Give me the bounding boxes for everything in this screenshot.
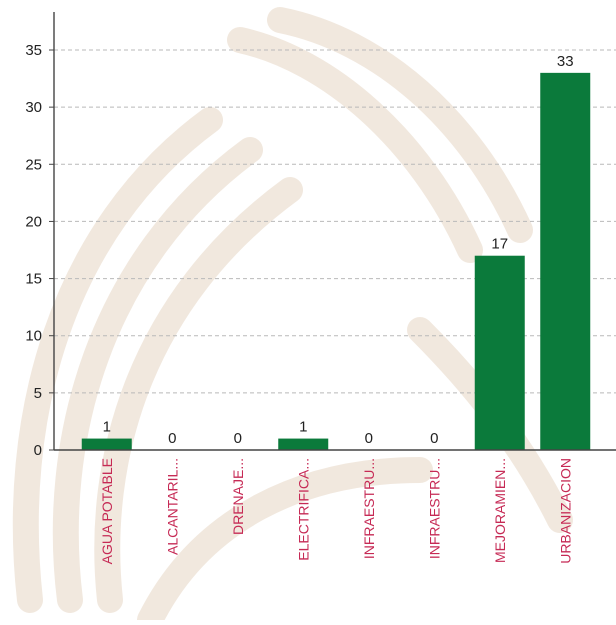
gridlines: [54, 49, 616, 394]
watermark-stroke-3: [227, 27, 483, 263]
x-tick-label-7: URBANIZACION: [557, 458, 573, 564]
data-label-4: 0: [365, 430, 373, 447]
bar-7: [540, 72, 591, 450]
bars: [81, 72, 591, 450]
watermark-stroke-5: [137, 457, 433, 625]
bar-0: [81, 438, 132, 450]
data-label-5: 0: [430, 430, 438, 447]
watermark-stroke-1: [52, 137, 263, 613]
x-tick-label-1: ALCANTARIL...: [164, 458, 180, 555]
x-axis-category-labels: AGUA POTABLE ALCANTARIL... DRENAJE... ELECT…: [99, 458, 574, 564]
x-tick-label-6: MEJORAMIEN...: [492, 458, 508, 563]
y-tick-label-5: 5: [34, 385, 42, 402]
data-label-2: 0: [234, 430, 242, 447]
data-label-0: 1: [103, 419, 111, 436]
data-labels: 1 0 0 1 0 0 17 33: [103, 53, 574, 447]
axes: [53, 12, 616, 451]
y-tick-label-35: 35: [25, 42, 42, 59]
watermark-stroke-0: [12, 107, 223, 613]
bar-3: [278, 438, 329, 450]
data-label-7: 33: [557, 53, 574, 70]
data-label-3: 1: [299, 419, 307, 436]
watermark-stroke-2: [94, 177, 303, 613]
data-label-6: 17: [491, 236, 508, 253]
background-watermark: [12, 7, 573, 625]
bar-6: [474, 255, 525, 450]
y-tick-label-15: 15: [25, 271, 42, 288]
y-tick-label-10: 10: [25, 328, 42, 345]
y-tick-label-30: 30: [25, 99, 42, 116]
y-axis-tick-labels: 0 5 10 15 20 25 30 35: [25, 42, 54, 459]
watermark-stroke-4: [267, 7, 533, 243]
x-tick-label-3: ELECTRIFICA...: [295, 458, 311, 561]
x-tick-label-4: INFRAESTRU...: [361, 458, 377, 559]
x-tick-label-0: AGUA POTABLE: [99, 458, 115, 564]
x-tick-label-2: DRENAJE...: [230, 458, 246, 535]
data-label-1: 0: [168, 430, 176, 447]
x-tick-label-5: INFRAESTRU...: [426, 458, 442, 559]
y-tick-label-25: 25: [25, 156, 42, 173]
y-tick-label-20: 20: [25, 213, 42, 230]
y-tick-label-0: 0: [34, 442, 42, 459]
